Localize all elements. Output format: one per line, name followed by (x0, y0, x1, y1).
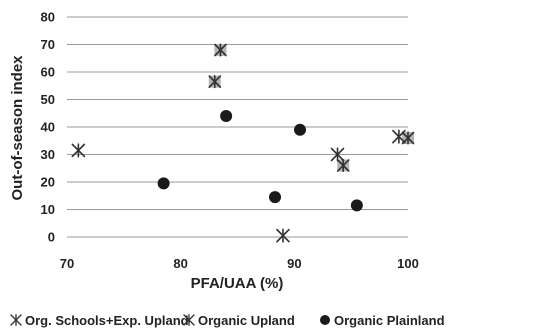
data-point (336, 158, 350, 173)
x-tick-labels: 70 80 90 100 (60, 256, 419, 271)
y-tick-label: 0 (48, 230, 55, 245)
legend-item: Org. Schools+Exp. Upland (10, 313, 189, 328)
y-tick-label: 70 (41, 37, 55, 52)
gridlines (67, 16, 408, 238)
data-point (294, 123, 307, 136)
y-tick-label: 10 (41, 202, 55, 217)
data-point (157, 177, 170, 190)
data-point (214, 43, 227, 57)
legend-item: Organic Plainland (320, 313, 445, 328)
y-tick-label: 20 (41, 175, 55, 190)
y-tick-label: 60 (41, 65, 55, 80)
y-tick-label: 50 (41, 92, 55, 107)
y-tick-labels: 0 10 20 30 40 50 60 70 80 (41, 10, 55, 245)
data-point (330, 147, 345, 162)
legend-item: Organic Upland (183, 313, 295, 328)
data-point (269, 191, 282, 204)
legend-label: Organic Upland (198, 313, 295, 328)
data-point (276, 228, 290, 243)
x-tick-label: 100 (397, 256, 419, 271)
data-point (71, 143, 86, 158)
x-tick-label: 90 (287, 256, 301, 271)
x-tick-label: 80 (173, 256, 187, 271)
legend-label: Organic Plainland (334, 313, 445, 328)
y-tick-label: 40 (41, 120, 55, 135)
legend: Org. Schools+Exp. Upland Organic Upland Or… (10, 313, 445, 328)
data-points (71, 43, 415, 243)
x-tick-label: 70 (60, 256, 74, 271)
legend-label: Org. Schools+Exp. Upland (25, 313, 189, 328)
data-point (392, 129, 406, 144)
data-point (220, 110, 233, 122)
data-point (350, 199, 363, 212)
x-axis-title: PFA/UAA (%) (191, 275, 284, 292)
y-tick-label: 30 (41, 147, 55, 162)
data-point (401, 131, 415, 145)
y-axis-title: Out-of-season index (9, 55, 26, 201)
y-tick-label: 80 (41, 10, 55, 25)
data-point (208, 75, 222, 89)
